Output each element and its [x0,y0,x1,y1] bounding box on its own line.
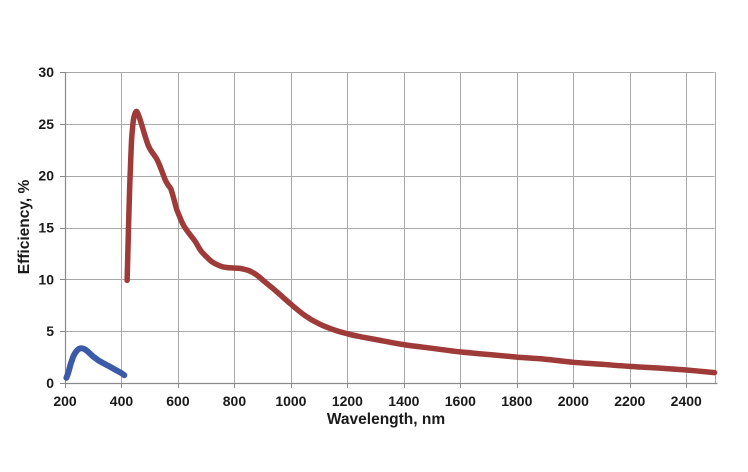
svg-text:600: 600 [166,393,190,409]
gridlines [65,72,716,383]
svg-text:5: 5 [46,323,54,339]
y-axis-title: Efficiency, % [16,179,33,275]
svg-text:2000: 2000 [558,393,589,409]
series-blue-curve [63,345,128,381]
x-tick-labels: 200 400 600 800 1000 1200 1400 1600 1800 2000 2200… [53,393,702,409]
svg-text:800: 800 [223,393,247,409]
y-tick-labels: 0 5 10 15 20 25 30 [38,64,54,391]
x-axis-title: Wavelength, nm [326,411,446,428]
series-red-curve [124,108,718,376]
svg-text:0: 0 [46,375,54,391]
svg-text:2400: 2400 [671,393,702,409]
svg-text:25: 25 [38,116,54,132]
svg-text:10: 10 [38,271,54,287]
svg-text:20: 20 [38,168,54,184]
svg-text:1000: 1000 [275,393,306,409]
svg-text:1800: 1800 [501,393,532,409]
svg-text:15: 15 [38,220,54,236]
svg-text:200: 200 [53,393,77,409]
svg-text:30: 30 [38,64,54,80]
axes [60,72,718,388]
svg-text:1200: 1200 [332,393,363,409]
svg-text:400: 400 [110,393,134,409]
svg-text:1600: 1600 [445,393,476,409]
svg-text:2200: 2200 [614,393,645,409]
svg-text:1400: 1400 [388,393,419,409]
